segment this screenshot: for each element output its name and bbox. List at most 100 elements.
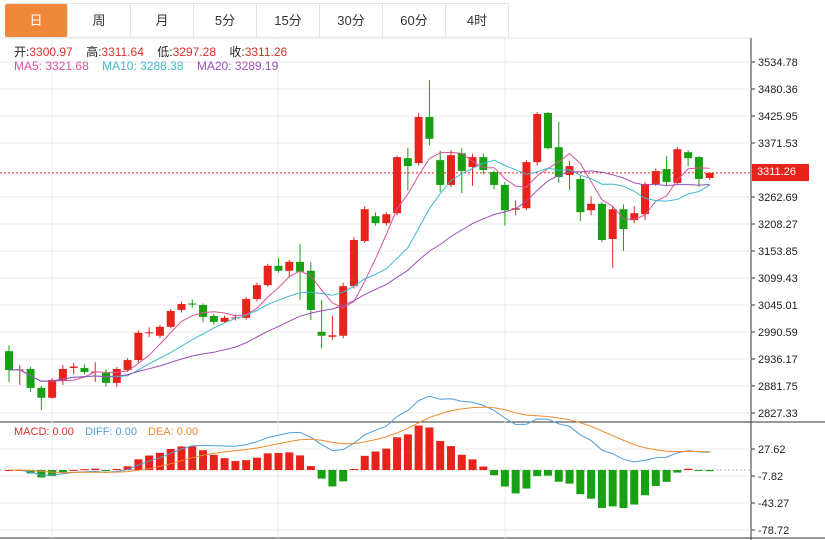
macd-histogram-bar [522,470,531,489]
candle-body [446,155,455,185]
candle-body [188,303,197,305]
tab-week[interactable]: 周 [68,4,131,37]
candle-body [339,286,348,336]
macd-histogram-bar [393,437,402,471]
macd-histogram-bar [554,470,563,482]
candle-body [436,160,445,185]
high-label: 高: [86,45,102,59]
candle-body [80,368,89,372]
candle-body [641,183,650,215]
macd-histogram-bar [69,469,78,471]
candle-body [199,305,208,317]
candle-body [673,149,682,183]
macd-histogram-bar [177,446,186,471]
macd-histogram-bar [91,468,100,471]
tab-15min[interactable]: 15分 [257,4,320,37]
macd-histogram-bar [533,470,542,477]
ma5-label: MA5: [14,59,43,73]
macd-histogram-bar [436,440,445,471]
macd-histogram-bar [155,452,164,471]
ma5-value: 3321.68 [45,59,89,73]
candle-body [274,265,283,271]
high-value: 3311.64 [101,45,144,59]
candle-body [533,113,542,163]
period-tabs: 日 周 月 5分 15分 30分 60分 4时 [5,3,509,38]
candle-body [166,310,175,327]
candle-body [544,112,552,149]
candle-body [155,326,164,336]
macd-histogram-bar [565,470,574,484]
candle-body [5,351,13,370]
candle-body [349,240,358,287]
candle-body [252,285,261,300]
macd-histogram-bar [252,457,261,471]
macd-histogram-bar [479,466,488,471]
candle-body [651,171,660,184]
price-tick-label: 3262.69 [758,192,798,204]
candle-body [393,157,402,214]
diff-line [9,395,710,476]
candle-body [414,116,423,164]
tab-day[interactable]: 日 [5,4,68,37]
price-tick-label: 3425.95 [758,111,798,123]
candle-body [587,203,596,211]
tab-5min[interactable]: 5分 [194,4,257,37]
last-price-badge: 3311.26 [752,164,809,181]
tab-4hour[interactable]: 4时 [446,4,509,37]
candle-body [500,184,509,211]
macd-histogram-bar [317,470,326,479]
candle-body [522,162,531,209]
macd-histogram-bar [446,446,455,471]
tab-30min[interactable]: 30分 [320,4,383,37]
candle-body [371,216,380,224]
candle-body [263,265,272,286]
candle-body [69,366,78,369]
ma10-line [8,159,710,382]
tab-month[interactable]: 月 [131,4,194,37]
close-label: 收: [229,45,245,59]
candle-body [457,153,466,172]
macd-histogram-bar [403,434,412,471]
dea-value: DEA: 0.00 [148,426,199,438]
ma20-line [8,170,710,382]
macd-histogram-bar [274,453,283,471]
macd-histogram-bar [199,450,208,471]
low-value: 3297.28 [172,45,216,59]
macd-histogram-bar [705,470,714,472]
open-label: 开: [14,45,30,59]
macd-histogram-bar [80,469,89,471]
price-tick-label: 3371.53 [758,138,798,150]
ma-readout: MA5: 3321.68 MA10: 3288.38 MA20: 3289.19 [14,59,288,73]
macd-histogram-bar [597,470,606,508]
candle-body [565,166,574,176]
close-value: 3311.26 [244,45,288,59]
macd-histogram-bar [382,448,391,471]
macd-histogram-bar [242,460,251,471]
tab-60min[interactable]: 60分 [383,4,446,37]
open-value: 3300.97 [29,45,73,59]
macd-histogram-bar [511,470,520,494]
macd-histogram-bar [576,470,585,495]
candle-body [597,203,606,241]
macd-histogram-bar [231,461,240,471]
candle-body [209,315,218,322]
low-label: 低: [157,45,173,59]
ohlc-readout: 开:3300.97 高:3311.64 低:3297.28 收:3311.26 [14,43,297,60]
candle-body [662,169,671,182]
candle-body [360,209,369,242]
candle-body [285,261,294,271]
candle-body [242,299,251,318]
macd-tick-label: -78.72 [758,525,789,537]
macd-histogram-bar [263,453,272,471]
macd-histogram-bar [457,454,466,471]
candle-body [382,214,391,224]
candle-body [26,369,35,388]
macd-tick-label: -7.82 [758,471,783,483]
price-tick-label: 3099.43 [758,273,798,285]
price-tick-label: 3480.36 [758,84,798,96]
candle-body [576,178,585,213]
macd-histogram-bar [490,470,499,476]
macd-histogram-bar [58,470,67,473]
